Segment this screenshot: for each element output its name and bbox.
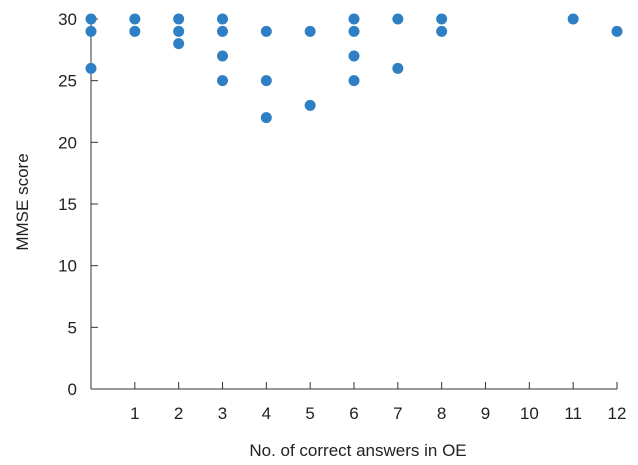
x-tick-label: 3 <box>218 404 227 423</box>
data-point <box>304 25 316 37</box>
data-point <box>348 25 360 37</box>
y-tick-label: 10 <box>58 257 77 276</box>
x-tick-label: 2 <box>174 404 183 423</box>
data-point <box>173 25 185 37</box>
data-point <box>436 13 448 25</box>
x-tick-label: 6 <box>349 404 358 423</box>
x-tick-label: 5 <box>305 404 314 423</box>
x-tick-label: 12 <box>608 404 627 423</box>
y-tick-label: 15 <box>58 195 77 214</box>
y-tick-label: 30 <box>58 10 77 29</box>
data-point <box>567 13 579 25</box>
data-point <box>260 112 272 124</box>
x-axis: 1 2 3 4 5 6 7 8 9 10 11 12 <box>91 382 626 423</box>
data-point <box>217 75 228 87</box>
data-points <box>85 13 623 124</box>
data-point <box>129 25 141 37</box>
data-point <box>129 13 141 25</box>
x-tick-label: 11 <box>564 404 582 423</box>
data-point <box>85 13 97 25</box>
data-point <box>173 13 185 25</box>
data-point <box>348 50 360 62</box>
data-point <box>392 13 404 25</box>
x-tick-label: 7 <box>393 404 402 423</box>
y-tick-label: 20 <box>58 133 77 152</box>
y-tick-label: 5 <box>68 318 77 337</box>
data-point <box>392 62 404 74</box>
data-point <box>348 13 360 25</box>
data-point <box>260 75 272 87</box>
y-axis: 0 5 10 15 20 25 30 <box>58 10 98 399</box>
y-tick-label: 0 <box>68 380 77 399</box>
data-point <box>85 62 97 74</box>
data-point <box>85 25 97 37</box>
data-point <box>217 13 228 25</box>
x-tick-label: 10 <box>520 404 539 423</box>
x-tick-label: 9 <box>481 404 490 423</box>
x-tick-label: 1 <box>130 404 139 423</box>
y-tick-label: 25 <box>58 72 77 91</box>
x-axis-label: No. of correct answers in OE <box>249 441 466 460</box>
data-point <box>217 25 228 37</box>
y-axis-label: MMSE score <box>13 153 32 250</box>
data-point <box>611 25 623 37</box>
data-point <box>304 99 316 111</box>
data-point <box>173 38 185 50</box>
data-point <box>436 25 448 37</box>
x-tick-label: 4 <box>262 404 271 423</box>
x-tick-label: 8 <box>437 404 446 423</box>
data-point <box>217 50 228 62</box>
data-point <box>260 25 272 37</box>
data-point <box>348 75 360 87</box>
